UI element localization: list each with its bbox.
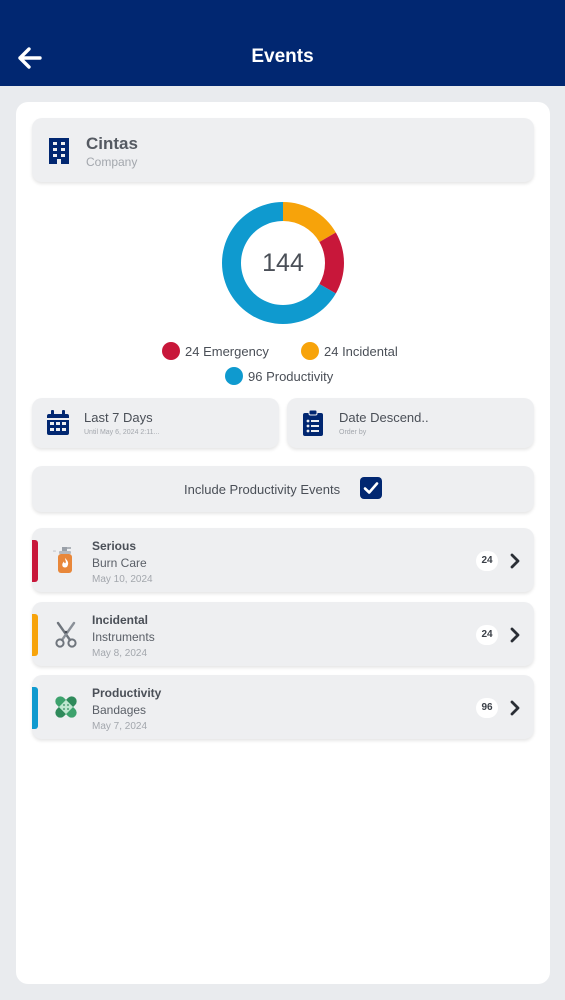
svg-text:ᵐ: ᵐ [53, 550, 56, 556]
date-range-sub: Until May 6, 2024 2:11... [84, 429, 160, 436]
calendar-icon [47, 410, 69, 435]
legend-label-incidental: 24 Incidental [324, 343, 398, 359]
sort-order-label: Date Descend.. [339, 410, 429, 425]
include-productivity-checkbox[interactable] [360, 477, 382, 499]
legend-dot-emergency [162, 342, 180, 360]
legend-emergency: 24 Emergency [162, 341, 269, 361]
donut-slice-productivity [222, 202, 336, 324]
events-card: Cintas Company 144 24 Emergency 24 Incid… [16, 102, 550, 984]
events-donut-chart [222, 202, 344, 324]
event-name: Burn Care [92, 556, 147, 570]
event-row-productivity[interactable]: Productivity Bandages May 7, 2024 96 [32, 675, 534, 739]
donut-total: 144 [262, 249, 304, 277]
date-range-label: Last 7 Days [84, 410, 153, 425]
sort-order-filter[interactable]: Date Descend.. Order by [287, 398, 534, 448]
event-date: May 8, 2024 [92, 648, 148, 659]
chevron-right-icon [510, 553, 520, 569]
event-color-bar [32, 687, 38, 729]
company-selector[interactable]: Cintas Company [32, 118, 534, 182]
legend-label-emergency: 24 Emergency [185, 343, 269, 359]
company-label: Company [86, 155, 138, 169]
back-arrow-icon[interactable] [14, 44, 44, 72]
app-bar: Events [0, 0, 565, 86]
event-date: May 7, 2024 [92, 721, 148, 732]
event-count-badge: 24 [476, 551, 498, 571]
event-row-incidental[interactable]: Incidental Instruments May 8, 2024 24 [32, 602, 534, 666]
event-date: May 10, 2024 [92, 574, 153, 585]
event-count-badge: 96 [476, 698, 498, 718]
donut-slice-emergency [319, 232, 344, 294]
donut-slice-incidental [283, 202, 336, 242]
page-title: Events [251, 46, 314, 67]
event-row-serious[interactable]: ᵐ Serious Burn Care May 10, 2024 24 [32, 528, 534, 592]
event-color-bar [32, 614, 38, 656]
checkmark-icon [363, 482, 379, 494]
bandage-icon [55, 696, 77, 718]
scissors-icon [55, 621, 77, 648]
event-name: Instruments [92, 630, 155, 644]
legend-label-productivity: 96 Productivity [248, 368, 334, 384]
burn-care-icon: ᵐ [53, 547, 72, 573]
chevron-right-icon [510, 627, 520, 643]
company-name: Cintas [86, 134, 138, 153]
clipboard-list-icon [303, 410, 323, 436]
event-type: Serious [92, 539, 137, 553]
legend-dot-productivity [225, 367, 243, 385]
include-productivity-label: Include Productivity Events [184, 482, 341, 497]
sort-order-sub: Order by [339, 429, 367, 436]
legend-incidental: 24 Incidental [301, 341, 398, 361]
chevron-right-icon [510, 700, 520, 716]
include-productivity-toggle[interactable]: Include Productivity Events [32, 466, 534, 512]
event-color-bar [32, 540, 38, 582]
event-type: Productivity [92, 686, 162, 700]
legend-dot-incidental [301, 342, 319, 360]
legend-productivity: 96 Productivity [225, 366, 333, 386]
event-type: Incidental [92, 613, 149, 627]
event-count-badge: 24 [476, 625, 498, 645]
event-name: Bandages [92, 703, 147, 717]
building-icon [49, 138, 69, 164]
date-range-filter[interactable]: Last 7 Days Until May 6, 2024 2:11... [32, 398, 279, 448]
